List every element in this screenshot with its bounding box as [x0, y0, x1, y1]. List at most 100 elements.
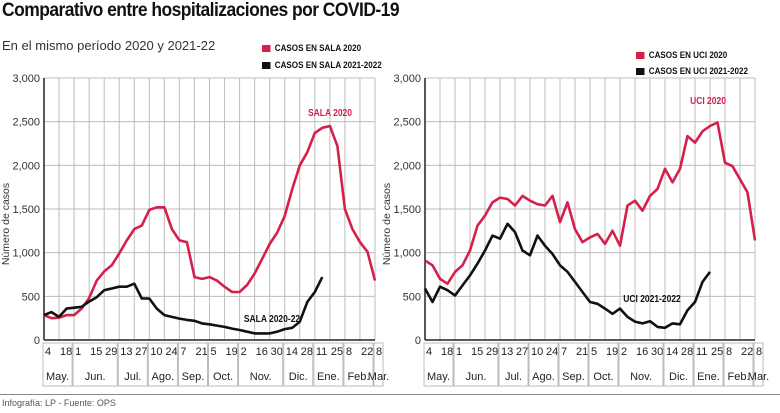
month-box	[618, 342, 664, 387]
x-tick-label: 27	[135, 346, 147, 358]
month-box	[498, 342, 529, 387]
y-tick-label: 2,500	[12, 117, 40, 129]
x-tick-label: 4	[45, 346, 51, 358]
x-tick-label: 29	[486, 346, 498, 358]
month-box	[588, 342, 619, 387]
y-axis-label: Número de casos	[381, 183, 393, 265]
month-label: Ene.	[317, 371, 340, 383]
x-tick-label: 15	[471, 346, 483, 358]
series-annotation: UCI 2020	[690, 95, 726, 106]
x-tick-label: 14	[286, 346, 298, 358]
month-label: May.	[46, 371, 69, 383]
x-tick-label: 8	[756, 346, 762, 358]
series-line-black	[43, 276, 324, 335]
y-tick-label: 500	[403, 291, 421, 303]
x-tick-label: 25	[331, 346, 343, 358]
x-tick-label: 24	[165, 346, 177, 358]
month-label: Oct.	[593, 371, 613, 383]
x-tick-label: 19	[226, 346, 238, 358]
x-tick-label: 7	[180, 346, 186, 358]
legend-item-uci-2021-2022: CASOS EN UCI 2021-2022	[636, 66, 748, 77]
month-label: Ene.	[697, 371, 720, 383]
x-tick-label: 19	[606, 346, 618, 358]
y-tick-label: 0	[415, 335, 421, 347]
month-label: Mar.	[368, 371, 389, 383]
x-tick-label: 10	[150, 346, 162, 358]
series-line-red	[424, 121, 757, 286]
legend-label: CASOS EN SALA 2021-2022	[274, 60, 382, 71]
y-tick-label: 2,000	[12, 160, 40, 172]
month-box	[558, 342, 589, 387]
page-title: Comparativo entre hospitalizaciones por …	[2, 0, 400, 21]
x-tick-label: 25	[711, 346, 723, 358]
month-label: Nov.	[250, 371, 272, 383]
y-tick-label: 1,500	[393, 204, 421, 216]
month-label: Ago.	[152, 371, 175, 383]
series-line-black	[423, 222, 712, 330]
month-box	[42, 342, 73, 387]
month-box	[343, 342, 374, 387]
month-box	[313, 342, 344, 387]
month-box	[693, 342, 724, 387]
month-label: Oct.	[213, 371, 233, 383]
legend-label: CASOS EN UCI 2020	[648, 50, 728, 61]
x-tick-label: 4	[426, 346, 432, 358]
legend-swatch	[262, 44, 271, 52]
y-tick-label: 2,500	[393, 117, 421, 129]
legend-item-sala-2020: CASOS EN SALA 2020	[262, 43, 361, 54]
legend-label: CASOS EN SALA 2020	[274, 43, 362, 54]
x-tick-label: 16	[636, 346, 648, 358]
legend-swatch	[636, 51, 645, 59]
x-tick-label: 14	[666, 346, 678, 358]
month-label: May.	[427, 371, 450, 383]
x-tick-label: 22	[741, 346, 753, 358]
month-box	[663, 342, 694, 387]
month-label: Feb.	[727, 371, 749, 383]
x-tick-label: 5	[591, 346, 597, 358]
x-tick-label: 1	[75, 346, 81, 358]
x-tick-label: 1	[456, 346, 462, 358]
month-label: Dic.	[669, 371, 688, 383]
month-box	[753, 342, 764, 387]
subtitle: En el mismo período 2020 y 2021-22	[2, 38, 216, 53]
month-box	[72, 342, 118, 387]
x-tick-label: 21	[576, 346, 588, 358]
x-tick-label: 16	[256, 346, 268, 358]
y-tick-label: 0	[34, 335, 40, 347]
x-tick-label: 8	[726, 346, 732, 358]
x-tick-label: 5	[211, 346, 217, 358]
x-tick-label: 30	[651, 346, 663, 358]
month-box	[283, 342, 314, 387]
x-tick-label: 29	[105, 346, 117, 358]
x-tick-label: 13	[501, 346, 513, 358]
month-label: Jul.	[505, 371, 522, 383]
month-label: Dic.	[289, 371, 308, 383]
x-tick-label: 11	[316, 346, 327, 358]
x-tick-label: 8	[376, 346, 382, 358]
series-annotation: SALA 2020-22	[244, 313, 300, 324]
x-tick-label: 18	[60, 346, 72, 358]
x-tick-label: 2	[621, 346, 627, 358]
month-box	[373, 342, 384, 387]
month-box	[238, 342, 284, 387]
month-label: Feb.	[347, 371, 369, 383]
month-label: Jul.	[124, 371, 141, 383]
footer-divider	[0, 394, 780, 395]
legend-swatch	[636, 67, 645, 75]
y-tick-label: 1,000	[393, 248, 421, 260]
month-box	[147, 342, 178, 387]
x-tick-label: 27	[516, 346, 528, 358]
x-tick-label: 18	[441, 346, 453, 358]
y-tick-label: 3,000	[393, 73, 421, 85]
month-label: Sep.	[562, 371, 585, 383]
x-tick-label: 13	[120, 346, 132, 358]
y-tick-label: 2,000	[393, 160, 421, 172]
month-box	[177, 342, 208, 387]
x-tick-label: 28	[301, 346, 313, 358]
month-label: Nov.	[630, 371, 652, 383]
series-annotation: UCI 2021-2022	[623, 293, 681, 304]
x-tick-label: 15	[90, 346, 102, 358]
legend-item-uci-2020: CASOS EN UCI 2020	[636, 50, 727, 61]
